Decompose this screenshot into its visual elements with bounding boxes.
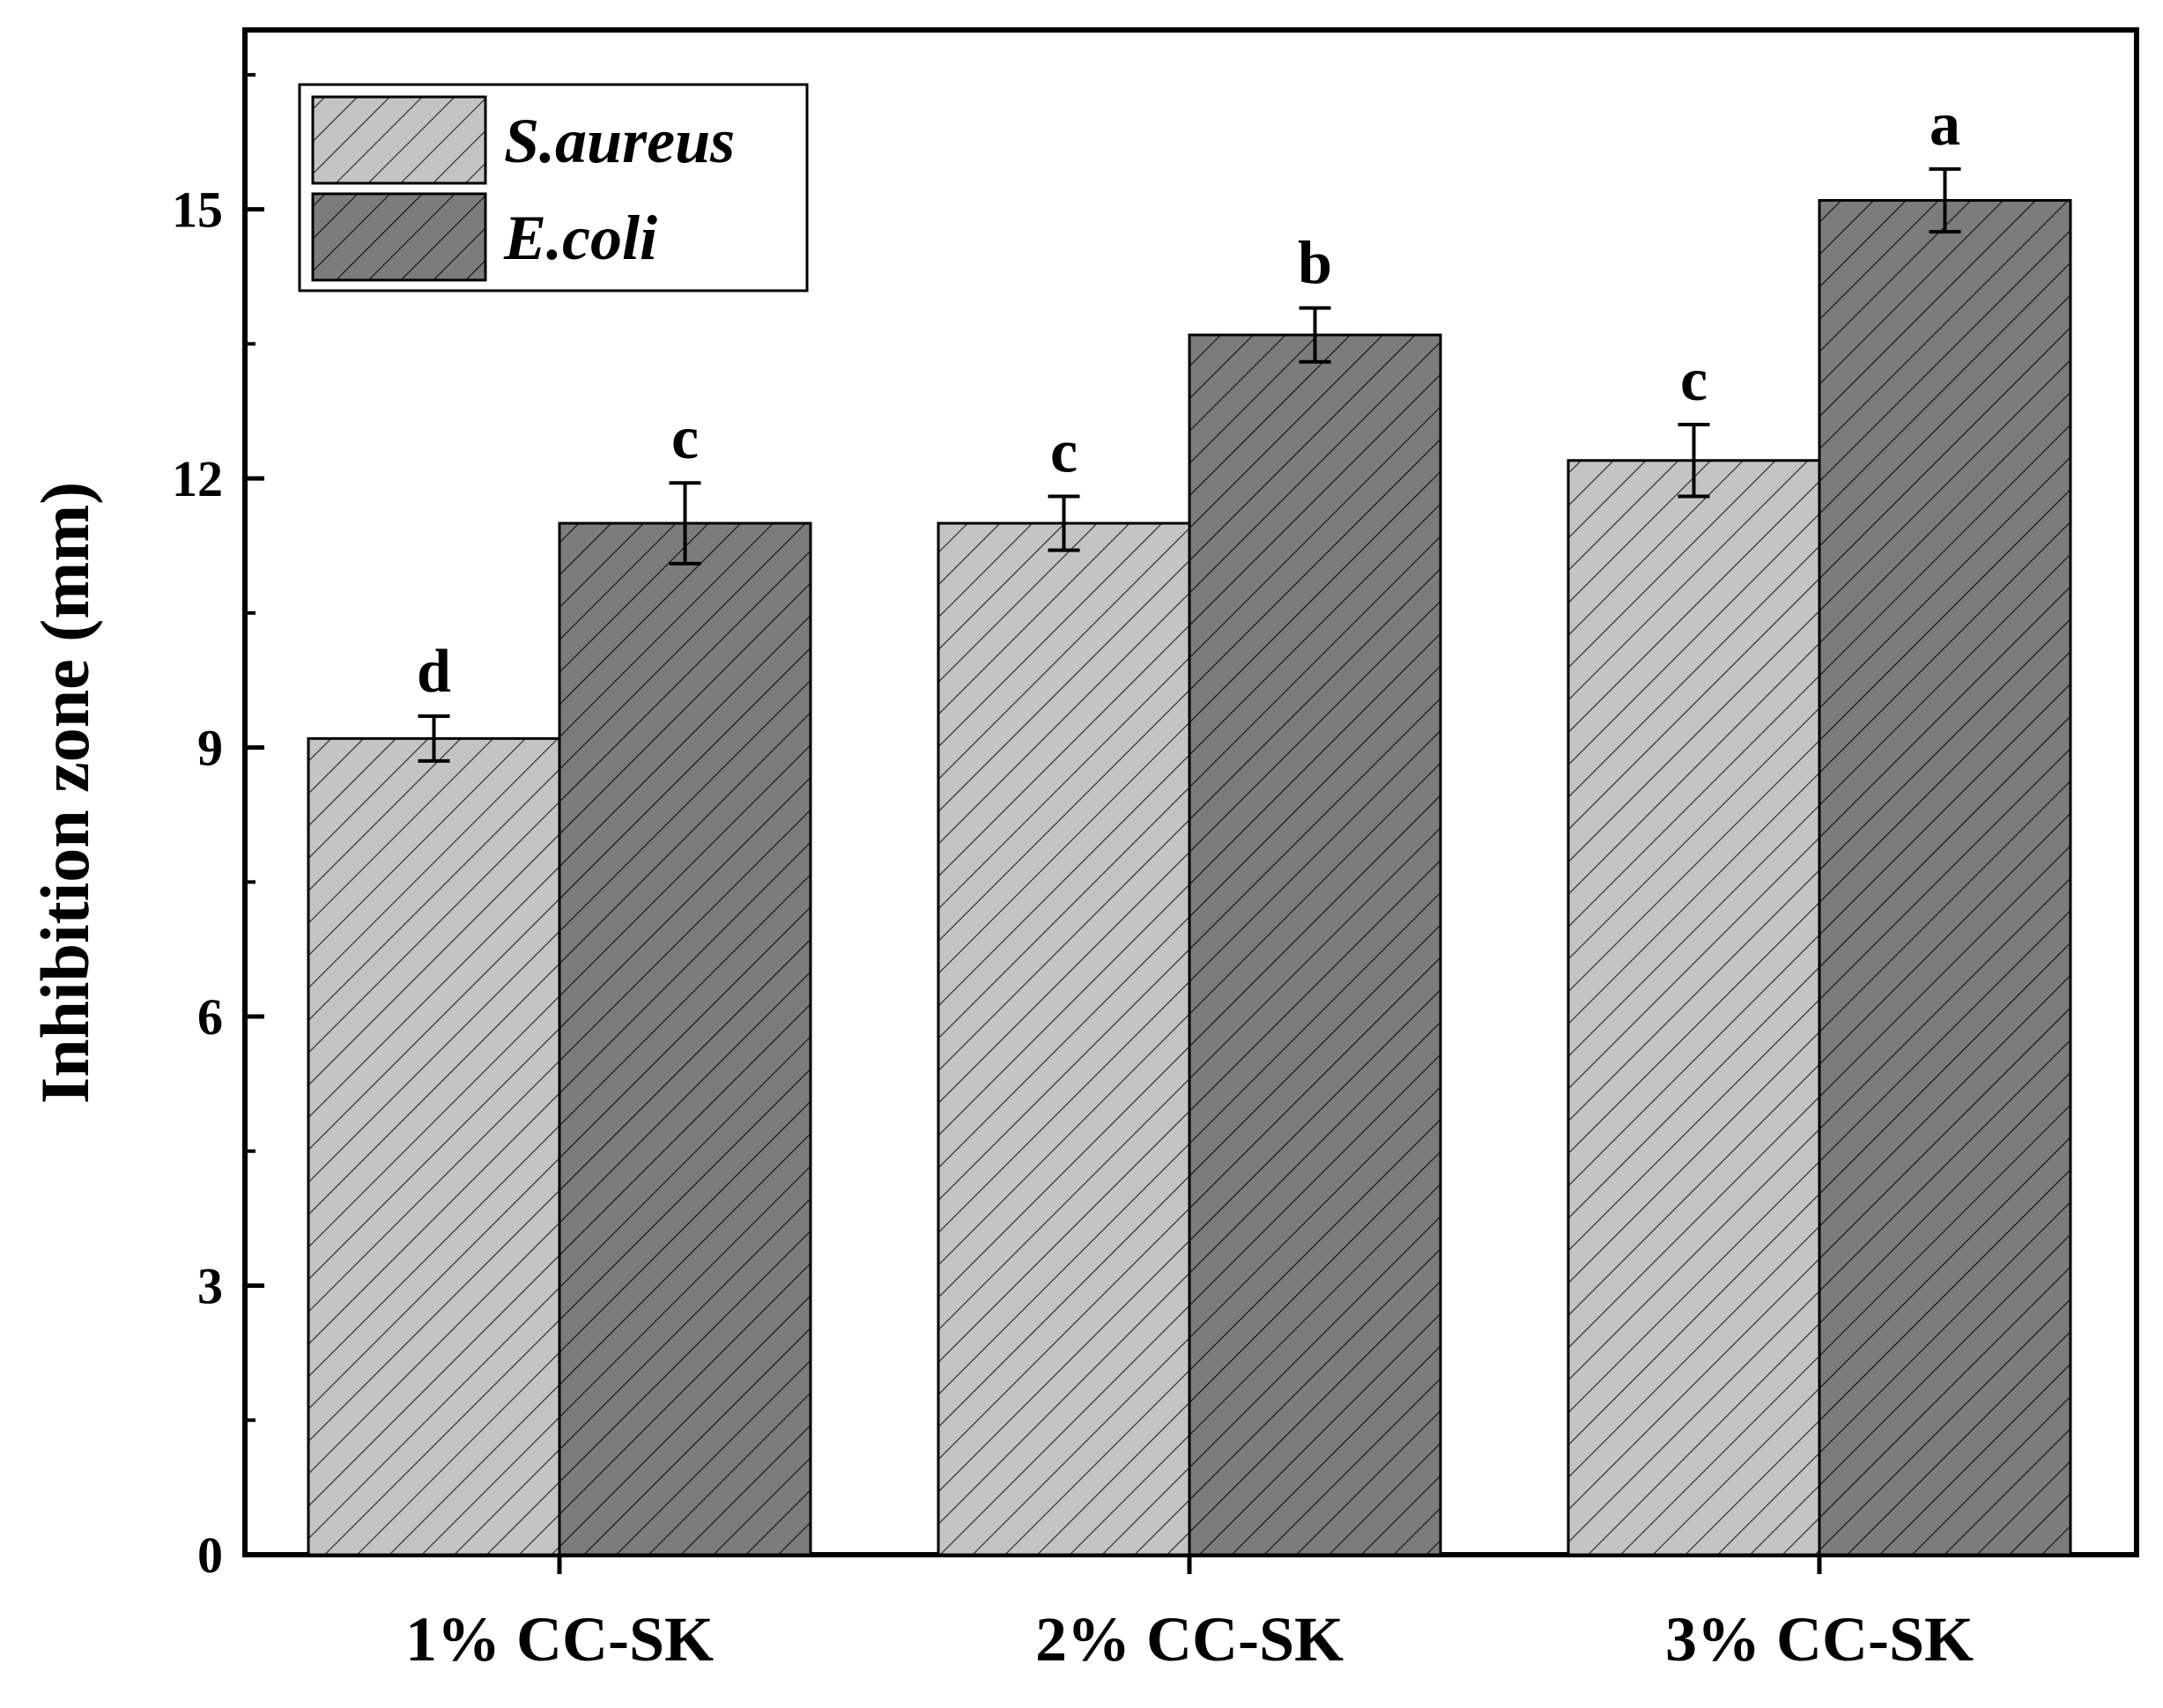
y-tick-label-0: 0 (197, 1527, 223, 1584)
error-bar-0-1 (1048, 494, 1080, 552)
significance-label-0-0: d (417, 638, 451, 706)
y-axis: 0 3 6 9 12 15 (172, 72, 264, 1584)
significance-label-1-2: a (1930, 91, 1960, 159)
bar-e-coli-0 (558, 521, 812, 1556)
significance-label-1-0: c (671, 404, 699, 472)
error-bars-group (418, 166, 1961, 763)
legend-swatch-1 (311, 192, 487, 282)
y-tick-label-3: 9 (197, 720, 223, 777)
x-tick-label-0: 1% CC-SK (405, 1604, 714, 1675)
x-tick-label-2: 3% CC-SK (1665, 1604, 1974, 1675)
error-bar-1-2 (1929, 166, 1961, 234)
legend-label-1: E.coli (503, 203, 657, 273)
x-axis: 1% CC-SK 2% CC-SK 3% CC-SK (405, 1555, 1974, 1675)
error-bar-0-2 (1678, 423, 1710, 499)
error-bar-0-0 (418, 714, 450, 763)
bar-s-aureus-0 (307, 736, 561, 1556)
y-tick-label-1: 3 (197, 1258, 223, 1315)
significance-label-0-1: c (1050, 418, 1078, 485)
y-tick-label-5: 15 (172, 181, 223, 239)
y-tick-label-2: 6 (197, 988, 223, 1046)
legend-label-0: S.aureus (504, 106, 735, 176)
significance-labels: d c c b c a (417, 91, 1960, 706)
error-bar-1-0 (669, 481, 701, 566)
bar-s-aureus-2 (1567, 459, 1821, 1556)
significance-label-0-2: c (1680, 346, 1707, 414)
y-axis-title: Inhibition zone (mm) (26, 482, 103, 1104)
y-tick-label-4: 12 (172, 450, 223, 507)
bar-e-coli-1 (1188, 333, 1442, 1556)
bar-s-aureus-1 (937, 521, 1191, 1556)
error-bar-1-1 (1299, 306, 1331, 364)
bars-group (307, 198, 2072, 1556)
significance-label-1-1: b (1298, 230, 1332, 298)
legend: S.aureus E.coli (298, 83, 809, 292)
legend-swatch-0 (311, 95, 487, 185)
x-tick-label-1: 2% CC-SK (1035, 1604, 1344, 1675)
bar-e-coli-2 (1818, 198, 2072, 1556)
